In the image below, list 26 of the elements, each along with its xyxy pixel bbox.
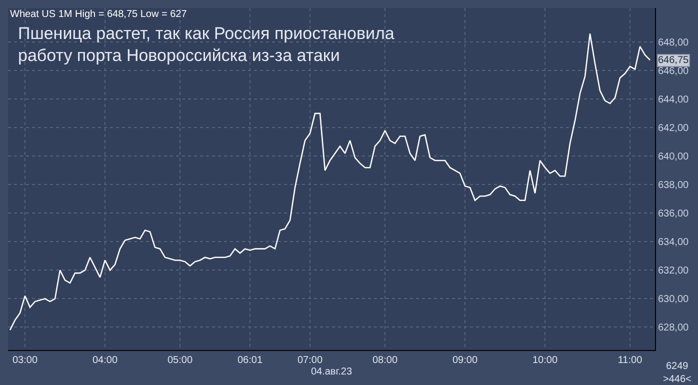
y-tick-label: 644,00 (658, 94, 690, 106)
x-axis-title: 04.авг.23 (310, 366, 352, 378)
y-tick-label: 638,00 (658, 180, 690, 192)
x-tick-label: 09:00 (452, 355, 478, 366)
chart-subtitle: Wheat US 1M High = 648,75 Low = 627 (10, 9, 188, 20)
x-tick-label: 11:00 (618, 355, 643, 366)
text: Пшеница растет, так как Россия приостановила работу порта Новороссийска из-за атаки (18, 24, 395, 66)
y-tick-label: 648,00 (658, 38, 690, 49)
y-tick-label: 634,00 (658, 237, 690, 248)
text: >446< (663, 374, 692, 385)
x-tick-label: 08:00 (372, 355, 398, 366)
y-tick-label: 630,00 (658, 294, 690, 306)
x-tick-label: 06:01 (237, 355, 263, 366)
x-tick-label: 07:00 (297, 355, 323, 366)
y-tick-label: 642,00 (658, 123, 690, 134)
x-tick-label: 03:00 (12, 355, 38, 366)
y-tick-label: 640,00 (658, 152, 690, 163)
y-tick-label: 646,00 (658, 66, 690, 78)
y-tick-label: 636,00 (658, 208, 690, 220)
y-tick-label: 632,00 (658, 266, 690, 277)
x-tick-label: 10:00 (532, 355, 558, 366)
x-tick-label: 05:00 (167, 355, 193, 366)
y-tick-label: 628,00 (658, 322, 690, 334)
text: 6249 (666, 361, 689, 372)
annotation: 646,75 (658, 55, 690, 66)
x-tick-label: 04:00 (92, 355, 118, 366)
